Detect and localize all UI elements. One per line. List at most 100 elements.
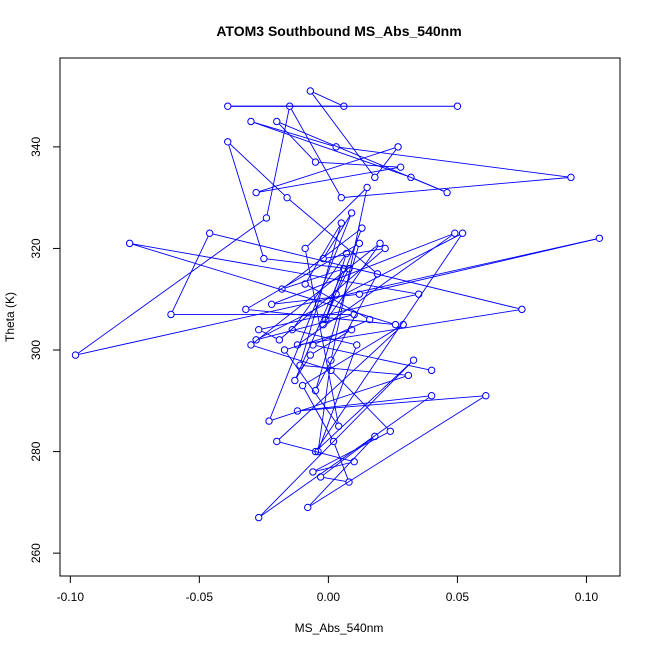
data-point [283,193,291,202]
data-point [345,265,353,273]
data-point [301,280,309,288]
series-line-segment [334,444,349,480]
data-point [288,325,296,334]
data-point [265,417,273,425]
series-line-segment [315,462,352,472]
data-point [224,138,232,146]
data-point [285,102,294,110]
series-line-segment [315,345,429,371]
data-point [350,310,358,319]
data-point [337,193,345,202]
series-line-segment [303,365,406,376]
series-line-segment [261,397,430,517]
data-point [458,229,467,237]
data-point [332,290,340,298]
data-point [391,320,400,329]
data-point [298,381,307,390]
series-line-segment [305,251,339,424]
data-point [327,356,335,364]
series-line-segment [266,258,346,269]
data-point [394,143,402,151]
data-point [309,468,317,476]
data-point [363,183,371,192]
x-tick-label: 0.05 [446,590,470,604]
series-line-segment [316,276,377,389]
data-point [443,188,451,197]
data-point [595,234,604,242]
series-line-segment [311,93,374,176]
series-line-segment [306,225,341,282]
data-point [340,102,348,110]
data-point [311,386,320,395]
series-line-segment [284,229,360,288]
data-point [567,173,575,182]
x-tick-label: -0.10 [57,590,85,604]
series-line-segment [228,144,264,256]
y-tick-label: 280 [29,441,43,461]
series-line-segment [300,395,483,412]
data-point [373,270,382,278]
data-point [304,503,312,512]
data-point [329,437,338,446]
data-point [252,336,260,344]
x-tick-label: -0.05 [186,590,214,604]
data-point [280,346,289,354]
series-line-segment [259,314,352,340]
series-line-segment [326,256,346,317]
series-line-segment [324,245,379,323]
data-point [278,285,286,293]
series-line-segment [132,243,393,325]
series-line-segment [261,294,416,330]
x-tick-label: 0.10 [575,590,599,604]
data-point [71,351,80,359]
series-line-segment [316,235,462,450]
data-point [252,188,260,197]
data-point [342,249,351,258]
data-point [293,341,302,349]
series-line-segment [290,108,341,196]
series-line-segment [315,320,367,345]
data-point [291,376,299,385]
x-axis: -0.10 -0.05 0.00 0.05 0.10 [57,575,599,604]
series-line-segment [77,219,265,354]
data-point [347,325,356,334]
data-point [355,290,364,298]
data-point [327,366,335,375]
data-point [306,351,315,359]
data-point [518,305,526,314]
series-line-segment [171,235,209,312]
series-line-segment [309,438,373,506]
data-point [355,239,364,248]
series-line-segment [132,243,416,295]
y-axis-label: Theta (K) [3,292,17,342]
series-line-segment [212,233,519,310]
data-point [404,371,413,380]
series-line-segment [278,326,402,440]
series-line-segment [269,215,351,419]
data-point [335,422,343,430]
data-point [332,143,340,151]
series-line-segment [300,395,429,412]
series-points [71,87,604,522]
series-line-segment [274,233,453,304]
data-point [396,163,405,171]
series-line-segment [248,309,393,325]
series-line-segment [286,352,338,424]
data-point [309,341,317,349]
y-axis: 260 280 300 320 340 [29,137,61,563]
data-point [350,458,358,466]
series-line-segment [295,329,354,345]
data-point [262,214,271,222]
series-line-segment [259,167,398,193]
data-point [358,224,366,232]
series-line-segment [326,248,383,259]
x-tick-label: 0.00 [317,590,341,604]
data-point [205,229,214,237]
series-lines [77,91,597,517]
series-line-segment [331,190,367,358]
data-point [316,473,325,481]
data-point [451,229,459,237]
series-line-segment [313,91,342,106]
data-point [347,209,356,217]
series-line-segment [362,238,597,294]
